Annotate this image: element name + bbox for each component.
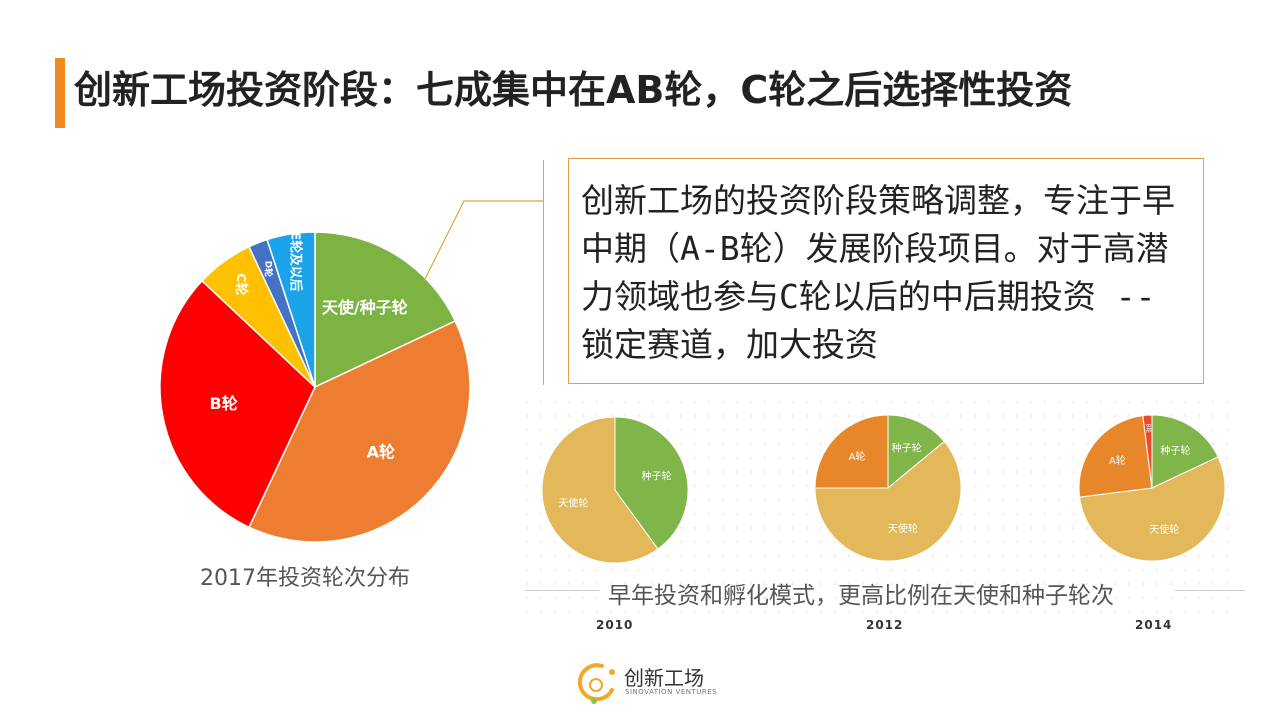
pie-label-2-1: 天使轮	[888, 522, 918, 535]
pie-slice-0-0	[314, 231, 457, 389]
pie-label-0-1: A轮	[367, 442, 395, 461]
pie-slice-3-3	[1142, 414, 1153, 489]
callout-box: 创新工场的投资阶段策略调整，专注于早中期（A-B轮）发展阶段项目。对于高潜力领域…	[568, 158, 1204, 384]
pie-label-0-0: 天使/种子轮	[322, 298, 408, 317]
pie-label-3-0: 种子轮	[1160, 444, 1190, 457]
pie-slice-2-2	[814, 414, 889, 489]
year-label-2012: 2012	[866, 618, 904, 632]
pie-label-2-2: A轮	[849, 450, 866, 463]
caption-line-right	[1175, 590, 1245, 591]
pie-chart-2017: 天使/种子轮 A轮 B轮 C轮 D轮 E轮及以后	[159, 231, 471, 543]
pie-label-3-1: 天使轮	[1149, 523, 1179, 536]
pie-slice-0-1	[248, 320, 471, 543]
pie-label-1-0: 种子轮	[642, 469, 672, 482]
pie-label-0-4: D轮	[263, 261, 275, 277]
pie-slice-1-0	[614, 416, 689, 550]
pie-label-3-3: B轮	[1145, 424, 1153, 434]
pie-slice-2-0	[887, 414, 945, 490]
pie-slice-3-2	[1078, 415, 1153, 498]
pie-label-0-5: E轮及以后	[288, 231, 304, 291]
sinovation-logo-icon	[577, 663, 615, 704]
callout-connector	[423, 200, 543, 282]
pie-slice-0-5	[266, 231, 316, 388]
slide-title: 创新工场投资阶段：七成集中在AB轮，C轮之后选择性投资	[74, 68, 1073, 112]
pie-slice-1-1	[541, 416, 659, 564]
logo-text-en: SINOVATION VENTURES	[625, 688, 718, 696]
title-accent-bar	[55, 58, 65, 128]
pie-slice-2-1	[814, 440, 962, 562]
year-label-2014: 2014	[1135, 618, 1173, 632]
logo-text-cn: 创新工场	[624, 666, 704, 690]
pie-slice-3-0	[1151, 414, 1219, 489]
pie-2017-caption: 2017年投资轮次分布	[200, 566, 410, 591]
divider-line	[543, 160, 544, 385]
caption-line-left	[525, 590, 600, 591]
early-years-caption: 早年投资和孵化模式，更高比例在天使和种子轮次	[608, 583, 1114, 609]
pie-label-2-0: 种子轮	[892, 441, 922, 454]
pie-label-3-2: A轮	[1109, 454, 1126, 467]
pie-slice-3-1	[1079, 456, 1226, 562]
pie-label-0-3: C轮	[233, 273, 249, 295]
year-label-2010: 2010	[596, 618, 634, 632]
pie-slice-0-2	[159, 279, 316, 529]
pie-label-0-2: B轮	[210, 394, 238, 413]
pie-label-1-1: 天使轮	[558, 497, 588, 510]
